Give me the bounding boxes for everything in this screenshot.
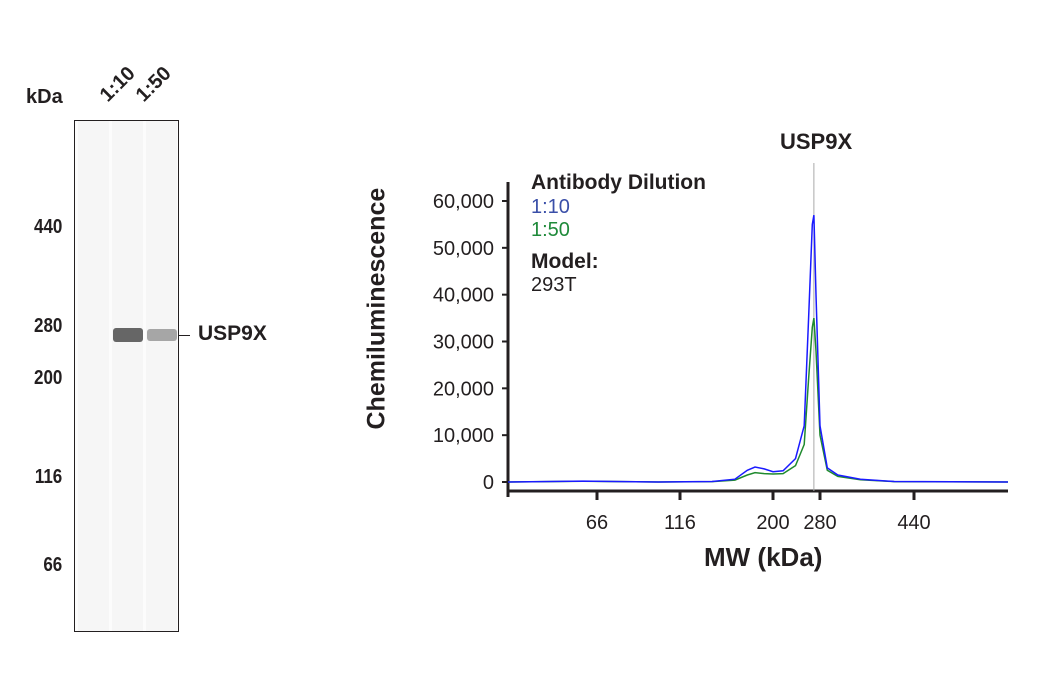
series-line-1-10 [507, 214, 1009, 483]
marker-200: 200 [33, 367, 62, 389]
kda-label: kDa [26, 86, 63, 108]
x-tick-label: 116 [664, 512, 696, 534]
x-tick-label: 440 [897, 512, 930, 534]
x-tick-label: 200 [756, 512, 789, 534]
y-tick-label: 30,000 [433, 332, 494, 354]
y-tick-label: 60,000 [433, 191, 494, 213]
y-axis-label: Chemiluminescence [362, 187, 391, 430]
marker-440: 440 [33, 216, 62, 238]
marker-280: 280 [33, 315, 62, 337]
x-tick-label: 280 [803, 512, 836, 534]
target-label: USP9X [198, 322, 267, 345]
y-tick-label: 40,000 [433, 285, 494, 307]
legend-1-10: 1:10 [531, 196, 570, 218]
legend-title: Antibody Dilution [531, 171, 706, 194]
y-tick-label: 50,000 [433, 238, 494, 260]
x-tick-label: 66 [586, 512, 608, 534]
target-pointer-line [178, 335, 190, 336]
x-axis-label: MW (kDa) [704, 542, 823, 572]
legend-1-50: 1:50 [531, 219, 570, 241]
series-line-1-50 [507, 317, 1009, 483]
marker-66: 66 [43, 554, 62, 576]
usp9x-band-1-50 [147, 329, 177, 341]
lane-1-10 [112, 121, 143, 631]
y-tick-label: 20,000 [433, 378, 494, 400]
lane-1-50 [146, 121, 177, 631]
gel-image [74, 120, 179, 632]
marker-116: 116 [34, 466, 62, 488]
chart-title: USP9X [780, 129, 853, 154]
legend-model-label: Model: [531, 250, 599, 273]
y-tick-label: 10,000 [433, 425, 494, 447]
legend-model-value: 293T [531, 274, 577, 296]
ladder-lane [78, 121, 109, 631]
usp9x-band-1-10 [113, 328, 143, 342]
y-tick-label: 0 [483, 472, 494, 494]
